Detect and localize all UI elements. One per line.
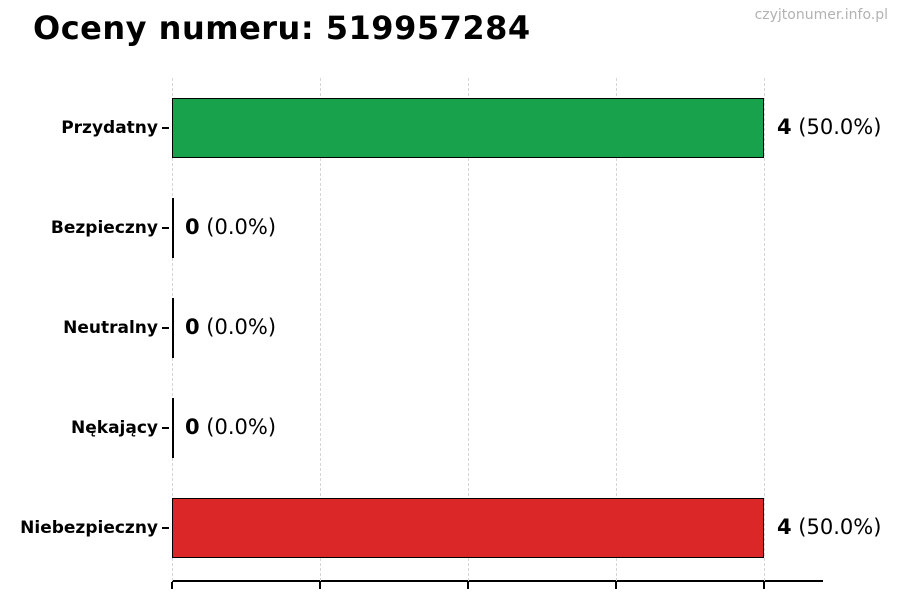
value-count: 4: [777, 515, 792, 539]
gridline-x3: [616, 78, 617, 581]
x-axis-line: [172, 580, 823, 582]
value-percent: (50.0%): [791, 115, 882, 139]
value-label-1: 4 (50.0%): [777, 114, 881, 141]
value-count: 4: [777, 115, 792, 139]
category-label-2: Bezpieczny: [50, 218, 158, 238]
gridline-x4: [764, 78, 765, 581]
bar-1: [172, 98, 764, 158]
value-percent: (0.0%): [199, 315, 277, 339]
value-label-5: 4 (50.0%): [777, 514, 881, 541]
y-axis-tick: [162, 227, 169, 229]
watermark-link[interactable]: czyjtonumer.info.pl: [754, 7, 888, 23]
x-axis-tick-3: [615, 582, 617, 589]
chart-title: Oceny numeru: 519957284: [33, 9, 531, 47]
category-label-1: Przydatny: [61, 118, 158, 138]
bar-2: [172, 198, 174, 258]
value-count: 0: [185, 215, 200, 239]
value-label-4: 0 (0.0%): [185, 414, 276, 441]
value-count: 0: [185, 415, 200, 439]
category-label-5: Niebezpieczny: [20, 518, 158, 538]
value-percent: (50.0%): [791, 515, 882, 539]
value-label-2: 0 (0.0%): [185, 214, 276, 241]
value-percent: (0.0%): [199, 415, 277, 439]
gridline-x2: [468, 78, 469, 581]
gridline-x1: [320, 78, 321, 581]
category-label-4: Nękający: [71, 418, 158, 438]
bar-3: [172, 298, 174, 358]
y-axis-tick: [162, 327, 169, 329]
x-axis-tick-1: [319, 582, 321, 589]
bar-4: [172, 398, 174, 458]
y-axis-tick: [162, 527, 169, 529]
y-axis-tick: [162, 127, 169, 129]
value-label-3: 0 (0.0%): [185, 314, 276, 341]
x-axis-tick-2: [467, 582, 469, 589]
value-count: 0: [185, 315, 200, 339]
plot-area: Przydatny 4 (50.0%) Bezpieczny 0 (0.0%) Neut…: [20, 78, 881, 593]
bar-5: [172, 498, 764, 558]
category-label-3: Neutralny: [63, 318, 158, 338]
x-axis-tick-4: [763, 582, 765, 589]
value-percent: (0.0%): [199, 215, 277, 239]
y-axis-tick: [162, 427, 169, 429]
x-axis-tick-0: [171, 582, 173, 589]
